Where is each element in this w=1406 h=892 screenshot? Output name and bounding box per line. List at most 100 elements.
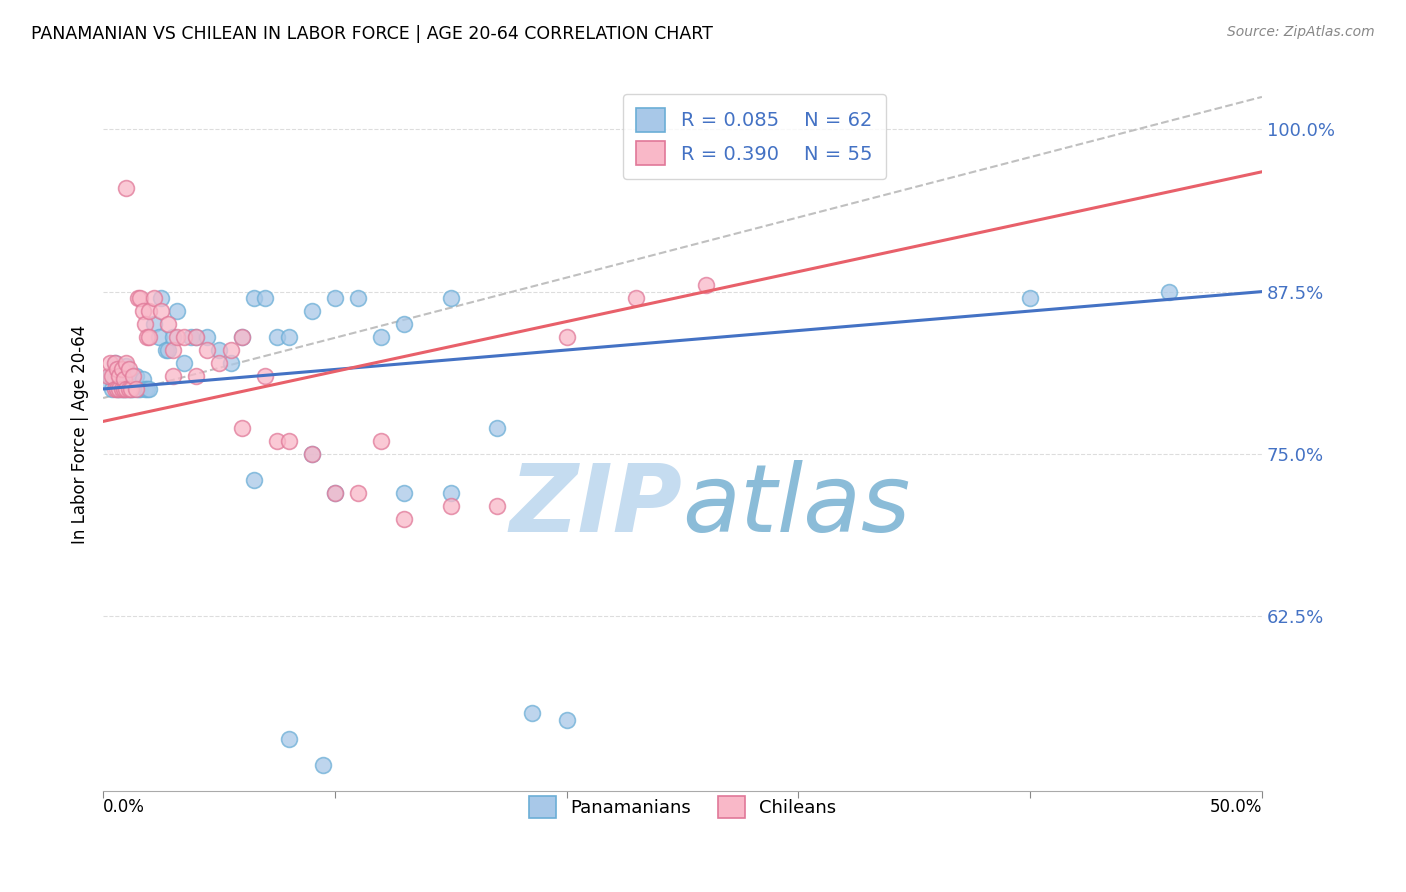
Point xyxy=(166,330,188,344)
Point xyxy=(138,304,160,318)
Point xyxy=(111,382,134,396)
Point xyxy=(184,368,207,383)
Point xyxy=(120,382,142,396)
Point xyxy=(104,356,127,370)
Point xyxy=(162,368,184,383)
Point xyxy=(323,485,346,500)
Point xyxy=(440,499,463,513)
Point xyxy=(157,317,180,331)
Point xyxy=(143,291,166,305)
Point xyxy=(254,291,277,305)
Text: ZIP: ZIP xyxy=(509,459,682,552)
Point xyxy=(277,732,299,747)
Point xyxy=(117,382,139,396)
Point xyxy=(231,330,253,344)
Point xyxy=(173,356,195,370)
Point xyxy=(129,291,152,305)
Point xyxy=(184,330,207,344)
Point xyxy=(180,330,202,344)
Point xyxy=(124,382,146,396)
Point xyxy=(136,382,159,396)
Point xyxy=(695,278,717,293)
Point xyxy=(208,343,231,357)
Point xyxy=(115,382,138,396)
Point xyxy=(134,317,156,331)
Point xyxy=(124,368,146,383)
Point xyxy=(219,343,242,357)
Point xyxy=(122,368,145,383)
Point xyxy=(219,356,242,370)
Point xyxy=(104,382,127,396)
Point xyxy=(143,317,166,331)
Point xyxy=(184,330,207,344)
Point xyxy=(555,330,578,344)
Point xyxy=(122,382,145,396)
Point xyxy=(101,368,124,383)
Legend: Panamanians, Chileans: Panamanians, Chileans xyxy=(522,789,844,825)
Point xyxy=(111,362,134,376)
Point xyxy=(486,421,509,435)
Point xyxy=(624,291,647,305)
Point xyxy=(120,382,142,396)
Point xyxy=(115,356,138,370)
Point xyxy=(370,330,392,344)
Point xyxy=(111,362,134,376)
Point xyxy=(98,368,121,383)
Point xyxy=(394,512,416,526)
Point xyxy=(157,343,180,357)
Point xyxy=(440,485,463,500)
Point xyxy=(155,343,177,357)
Point xyxy=(129,382,152,396)
Point xyxy=(117,362,139,376)
Point xyxy=(370,434,392,448)
Point xyxy=(108,368,131,383)
Point xyxy=(136,330,159,344)
Point xyxy=(131,304,153,318)
Point xyxy=(347,291,370,305)
Point xyxy=(277,434,299,448)
Point xyxy=(101,382,124,396)
Point xyxy=(115,359,138,373)
Point xyxy=(166,304,188,318)
Point xyxy=(231,330,253,344)
Point xyxy=(323,485,346,500)
Text: 50.0%: 50.0% xyxy=(1209,797,1263,816)
Point xyxy=(117,367,139,381)
Point xyxy=(347,485,370,500)
Point xyxy=(105,382,128,396)
Point xyxy=(111,382,134,396)
Point xyxy=(105,362,128,376)
Point xyxy=(104,356,127,370)
Point xyxy=(394,317,416,331)
Point xyxy=(108,368,131,383)
Point xyxy=(266,330,288,344)
Point xyxy=(162,330,184,344)
Point xyxy=(242,473,264,487)
Point xyxy=(162,343,184,357)
Point xyxy=(266,434,288,448)
Point xyxy=(1159,285,1181,299)
Point xyxy=(301,447,323,461)
Point xyxy=(138,382,160,396)
Point xyxy=(131,371,153,385)
Point xyxy=(97,368,120,383)
Point xyxy=(127,291,149,305)
Point xyxy=(323,291,346,305)
Point xyxy=(104,371,127,385)
Point xyxy=(312,758,335,772)
Point xyxy=(115,382,138,396)
Point xyxy=(301,447,323,461)
Text: atlas: atlas xyxy=(682,460,911,551)
Point xyxy=(97,376,120,390)
Point xyxy=(105,362,128,376)
Point xyxy=(112,371,135,385)
Point xyxy=(127,382,149,396)
Point xyxy=(231,421,253,435)
Point xyxy=(173,330,195,344)
Point xyxy=(115,180,138,194)
Point xyxy=(134,382,156,396)
Point xyxy=(150,291,173,305)
Point xyxy=(555,713,578,727)
Point xyxy=(486,499,509,513)
Point xyxy=(108,382,131,396)
